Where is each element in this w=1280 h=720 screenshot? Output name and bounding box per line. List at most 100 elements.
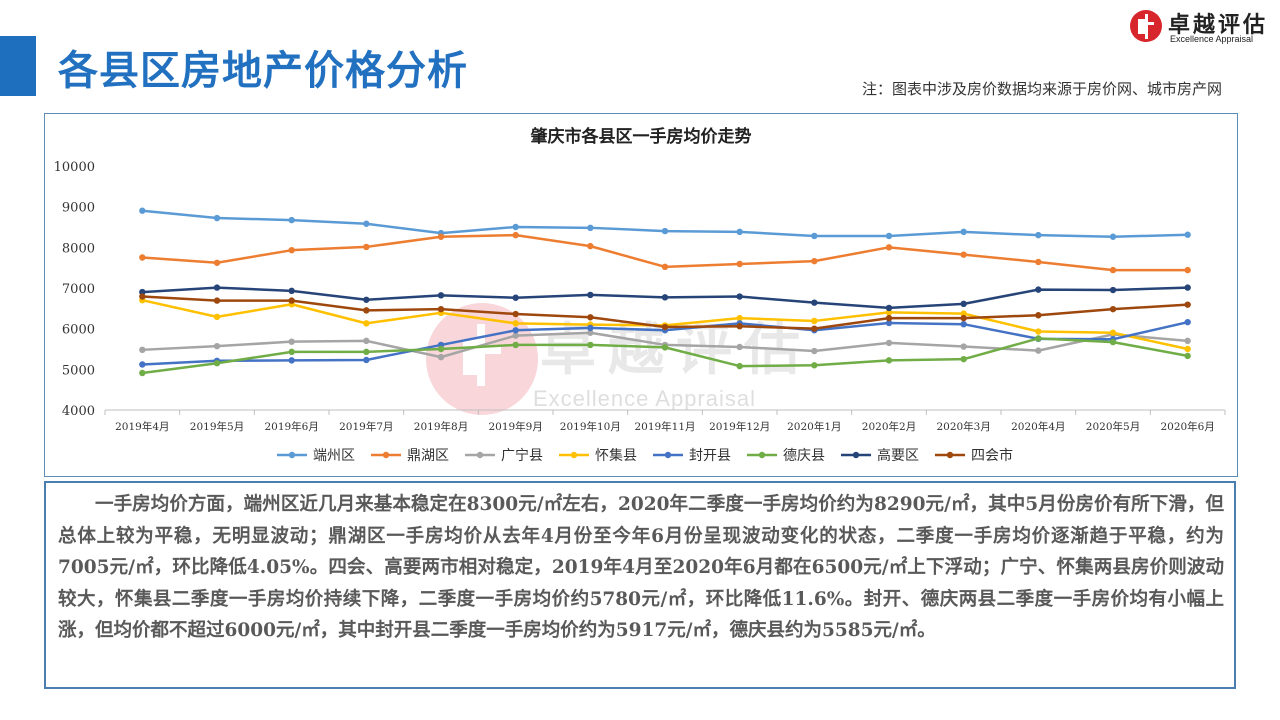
y-tick-label: 8000 bbox=[62, 241, 95, 256]
data-point bbox=[139, 293, 146, 300]
data-point bbox=[213, 313, 221, 321]
data-point bbox=[885, 314, 893, 322]
data-point bbox=[363, 348, 370, 356]
legend-item: 封开县 bbox=[653, 448, 731, 464]
data-point bbox=[512, 332, 519, 339]
series-1 bbox=[139, 231, 1191, 274]
data-point bbox=[885, 232, 893, 240]
data-point bbox=[512, 327, 519, 334]
data-point bbox=[139, 346, 146, 354]
legend-marker bbox=[664, 451, 672, 459]
legend-item: 鼎湖区 bbox=[371, 448, 449, 464]
data-point bbox=[960, 300, 967, 308]
data-point bbox=[736, 362, 743, 370]
title-accent-bar bbox=[0, 36, 36, 96]
data-point bbox=[1109, 233, 1117, 240]
data-point bbox=[363, 220, 370, 227]
legend-label: 端州区 bbox=[313, 448, 355, 464]
data-point bbox=[1035, 231, 1042, 239]
data-point bbox=[363, 296, 370, 303]
data-source-note: 注：图表中涉及房价数据均来源于房价网、城市房产网 bbox=[861, 80, 1222, 98]
data-point bbox=[811, 232, 818, 240]
data-point bbox=[1184, 301, 1191, 308]
data-point bbox=[363, 320, 370, 327]
y-tick-label: 9000 bbox=[62, 201, 95, 216]
data-point bbox=[1035, 328, 1042, 335]
data-point bbox=[288, 348, 295, 356]
data-point bbox=[661, 344, 669, 351]
data-point bbox=[1109, 338, 1117, 346]
data-point bbox=[1184, 345, 1191, 353]
data-point bbox=[736, 343, 743, 351]
data-point bbox=[1109, 286, 1117, 294]
data-point bbox=[1184, 266, 1191, 274]
data-point bbox=[811, 325, 818, 332]
y-tick-label: 4000 bbox=[62, 404, 95, 419]
data-point bbox=[288, 246, 295, 254]
series-6 bbox=[139, 284, 1191, 312]
chart-series bbox=[139, 207, 1191, 377]
data-point bbox=[1184, 284, 1191, 291]
data-point bbox=[437, 292, 445, 299]
data-point bbox=[885, 357, 893, 364]
data-point bbox=[363, 356, 370, 364]
legend-label: 四会市 bbox=[971, 447, 1013, 464]
data-point bbox=[811, 299, 818, 306]
data-point bbox=[811, 362, 818, 369]
chart-legend: 端州区 鼎湖区 广宁县 怀集县 封开县 德庆县 高要区 四会市 bbox=[277, 447, 1013, 464]
legend-label: 广宁县 bbox=[501, 447, 543, 464]
data-point bbox=[736, 323, 743, 330]
data-point bbox=[139, 207, 146, 214]
data-point bbox=[1109, 329, 1117, 336]
legend-marker bbox=[570, 451, 578, 459]
data-point bbox=[885, 339, 893, 347]
data-point bbox=[288, 338, 295, 345]
data-point bbox=[960, 314, 967, 322]
data-point bbox=[960, 228, 967, 236]
x-tick-label: 2019年6月 bbox=[264, 420, 318, 433]
price-trend-chart: 卓越评估 Excellence Appraisal 肇庆市各县区一手房均价走势 … bbox=[54, 126, 1226, 464]
data-point bbox=[512, 294, 519, 301]
legend-marker bbox=[758, 451, 766, 459]
data-point bbox=[587, 329, 594, 336]
x-tick-label: 2019年12月 bbox=[709, 420, 770, 433]
x-tick-label: 2019年7月 bbox=[339, 420, 393, 433]
x-tick-label: 2020年4月 bbox=[1011, 420, 1065, 433]
x-tick-label: 2020年2月 bbox=[862, 420, 916, 433]
data-point bbox=[736, 260, 743, 268]
data-point bbox=[587, 224, 594, 232]
data-point bbox=[437, 305, 445, 313]
data-point bbox=[1184, 231, 1191, 238]
analysis-text-box: 一手房均价方面，端州区近几月来基本稳定在8300元/㎡左右，2020年二季度一手… bbox=[44, 481, 1236, 689]
data-point bbox=[437, 233, 445, 240]
chart-panel: 卓越评估 Excellence Appraisal 肇庆市各县区一手房均价走势 … bbox=[44, 113, 1238, 477]
data-point bbox=[139, 361, 146, 368]
y-tick-label: 10000 bbox=[54, 160, 95, 175]
data-point bbox=[661, 227, 669, 235]
data-point bbox=[288, 357, 295, 364]
data-point bbox=[512, 223, 519, 231]
data-point bbox=[661, 323, 669, 331]
data-point bbox=[960, 343, 967, 350]
data-point bbox=[363, 337, 370, 345]
data-point bbox=[363, 243, 370, 251]
legend-label: 高要区 bbox=[877, 447, 919, 464]
x-tick-label: 2019年10月 bbox=[560, 420, 621, 433]
legend-marker bbox=[382, 451, 390, 459]
data-point bbox=[139, 369, 146, 377]
data-point bbox=[736, 314, 743, 322]
x-tick-label: 2019年5月 bbox=[190, 420, 244, 433]
legend-marker bbox=[852, 451, 860, 459]
logo-mark-icon bbox=[1130, 10, 1162, 42]
legend-marker bbox=[946, 451, 954, 459]
data-point bbox=[736, 228, 743, 236]
data-point bbox=[587, 242, 594, 250]
data-point bbox=[587, 341, 594, 349]
legend-item: 德庆县 bbox=[747, 448, 825, 464]
data-point bbox=[512, 310, 519, 318]
data-point bbox=[437, 345, 445, 353]
data-point bbox=[213, 342, 221, 350]
data-point bbox=[1184, 318, 1191, 326]
legend-item: 高要区 bbox=[841, 447, 919, 464]
chart-title: 肇庆市各县区一手房均价走势 bbox=[531, 126, 752, 147]
